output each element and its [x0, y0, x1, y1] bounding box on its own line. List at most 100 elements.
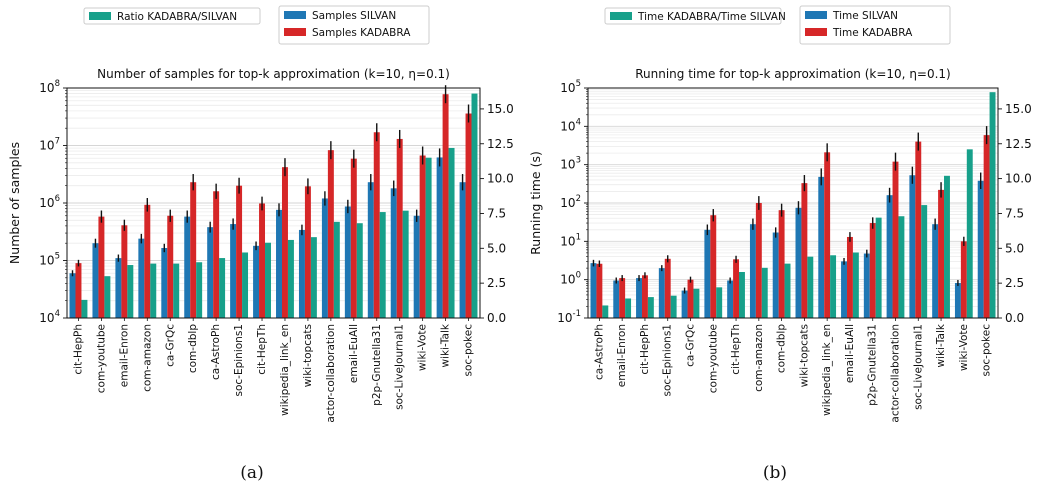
x-tick-label: soc-LiveJournal1 [912, 324, 924, 410]
x-tick-label: com-dblp [776, 324, 788, 373]
bar-time-kadabra [846, 236, 853, 318]
y-tick-label: 105 [560, 79, 581, 95]
bar-time-kadabra-time-silvan [670, 295, 677, 318]
y2-tick-label: 10.0 [487, 172, 514, 186]
bar-time-kadabra [664, 258, 671, 318]
bar-samples-silvan [413, 215, 420, 318]
legend-swatch [610, 12, 632, 20]
chart-title: Number of samples for top-k approximatio… [97, 67, 450, 81]
bar-time-kadabra [801, 183, 808, 318]
bar-samples-kadabra [259, 203, 266, 318]
bar-ratio-kadabra-silvan [356, 223, 363, 318]
y2-tick-label: 5.0 [487, 241, 506, 255]
bar-samples-silvan [321, 198, 328, 318]
y2-tick-label: 12.5 [1005, 137, 1032, 151]
bar-ratio-kadabra-silvan [379, 212, 386, 318]
bar-time-kadabra [596, 263, 603, 318]
x-tick-label: soc-pokec [981, 324, 993, 377]
bar-ratio-kadabra-silvan [219, 258, 226, 318]
bar-samples-silvan [115, 258, 122, 318]
x-tick-label: actor-collaboration [890, 324, 902, 423]
bar-samples-kadabra [144, 204, 151, 318]
y2-tick-label: 15.0 [1005, 102, 1032, 116]
legend-swatch [284, 28, 306, 36]
panel-label: (a) [240, 463, 263, 483]
x-tick-label: soc-pokec [463, 324, 475, 377]
bars [590, 92, 996, 318]
x-tick-label: wiki-Talk [935, 323, 947, 367]
bars [69, 85, 478, 318]
bar-samples-kadabra [236, 185, 243, 318]
bar-time-silvan [658, 268, 665, 318]
legend: Time KADABRA/Time SILVAN Time SILVAN Time … [604, 5, 951, 45]
bar-time-kadabra-time-silvan [602, 305, 609, 318]
bar-samples-kadabra [465, 113, 472, 318]
y2-tick-label: 7.5 [1005, 206, 1024, 220]
bar-time-kadabra-time-silvan [739, 272, 745, 318]
x-tick-label: wiki-Vote [958, 324, 970, 371]
bar-samples-silvan [161, 247, 168, 318]
bar-time-kadabra-time-silvan [852, 252, 859, 318]
y2-tick-label: 5.0 [1005, 241, 1024, 255]
bar-samples-silvan [390, 188, 397, 318]
legend-swatch [89, 12, 111, 20]
bar-ratio-kadabra-silvan [81, 299, 88, 318]
x-tick-label: email-Enron [118, 324, 130, 387]
x-tick-label: wiki-topcats [302, 324, 314, 387]
bar-time-kadabra-time-silvan [625, 298, 632, 318]
x-tick-label: wikipedia_link_en [821, 324, 833, 416]
bar-samples-kadabra [190, 182, 197, 318]
y-tick-label: 104 [560, 117, 581, 133]
x-tick-label: p2p-Gnutella31 [371, 324, 383, 406]
bar-ratio-kadabra-silvan [127, 265, 134, 318]
bar-time-silvan [909, 175, 916, 318]
bar-time-kadabra [641, 275, 648, 318]
bar-samples-kadabra [350, 158, 357, 318]
legend-label: Time SILVAN [832, 10, 898, 22]
x-tick-label: soc-LiveJournal1 [394, 324, 406, 410]
x-tick-label: com-youtube [95, 324, 107, 393]
bar-samples-kadabra [213, 191, 220, 318]
bar-ratio-kadabra-silvan [150, 263, 157, 318]
legend-label: Ratio KADABRA/SILVAN [117, 11, 237, 23]
x-tick-label: cit-HepPh [72, 324, 84, 375]
legend-box [83, 7, 261, 25]
x-tick-label: wiki-Vote [417, 324, 429, 371]
bar-samples-kadabra [75, 263, 82, 318]
bar-time-kadabra [778, 210, 785, 318]
bar-samples-silvan [276, 209, 282, 318]
bar-time-silvan [932, 224, 939, 318]
x-tick-label: wiki-Talk [440, 323, 452, 367]
bar-time-silvan [772, 232, 779, 318]
bar-ratio-kadabra-silvan [196, 262, 203, 318]
bar-time-kadabra-time-silvan [898, 216, 905, 318]
bar-samples-silvan [436, 157, 443, 318]
bar-time-kadabra [960, 241, 967, 318]
y-tick-label: 105 [39, 252, 60, 268]
y-tick-label: 103 [560, 156, 581, 172]
x-tick-label: actor-collaboration [325, 324, 337, 423]
legend-swatch [805, 11, 827, 19]
y2-tick-label: 0.0 [1005, 311, 1024, 325]
y2-tick-label: 15.0 [487, 102, 514, 116]
x-tick-label: ca-AstroPh [210, 324, 222, 380]
y2-tick-label: 0.0 [487, 311, 506, 325]
legend-swatch [284, 11, 306, 19]
chart-b: ca-AstroPh email-Enron cit-HepPh soc-Epinio… [528, 5, 1032, 483]
bar-ratio-kadabra-silvan [287, 239, 294, 318]
bar-time-kadabra-time-silvan [716, 287, 723, 318]
bar-time-silvan [818, 176, 825, 318]
x-tick-label: cit-HepTh [256, 324, 268, 375]
bar-samples-silvan [184, 216, 191, 318]
bar-time-kadabra-time-silvan [807, 256, 814, 318]
bar-time-kadabra-time-silvan [647, 297, 654, 318]
legend-label: Samples KADABRA [312, 27, 411, 39]
x-tick-label: com-youtube [707, 324, 719, 393]
x-tick-label: com-dblp [187, 324, 199, 373]
y2-tick-label: 12.5 [487, 137, 514, 151]
bar-time-kadabra-time-silvan [784, 263, 791, 318]
bar-samples-silvan [367, 182, 374, 318]
bar-samples-kadabra [121, 225, 128, 318]
bar-samples-kadabra [167, 215, 174, 318]
